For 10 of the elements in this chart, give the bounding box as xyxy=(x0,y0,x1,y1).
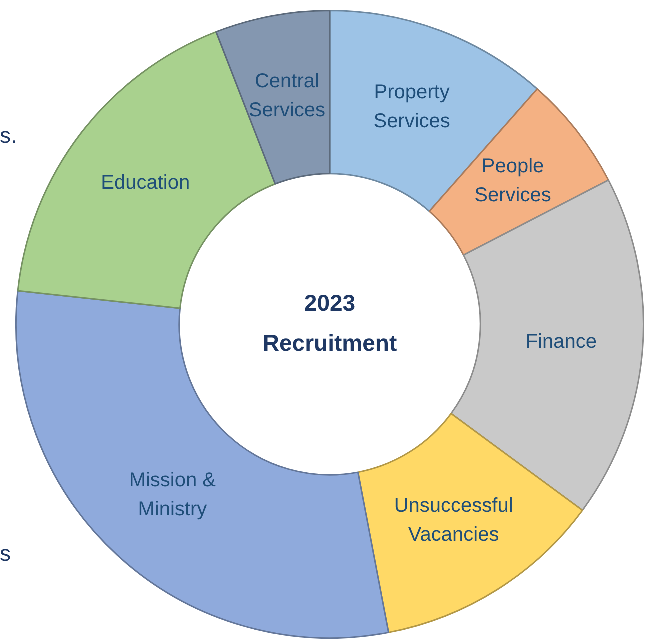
slice-label: Finance xyxy=(526,331,598,354)
slice-label: Unsuccessful Vacancies xyxy=(394,494,514,546)
slice-label: Mission & Ministry xyxy=(129,469,217,520)
slice-label: Education xyxy=(101,172,190,194)
text: s xyxy=(0,541,11,566)
slice-label: Property Services xyxy=(374,81,450,132)
slice-label: Central Services xyxy=(248,70,326,122)
text: 2023 Recruitment xyxy=(262,290,398,356)
text: s. xyxy=(0,123,18,148)
slice-label: People Services xyxy=(474,156,552,207)
